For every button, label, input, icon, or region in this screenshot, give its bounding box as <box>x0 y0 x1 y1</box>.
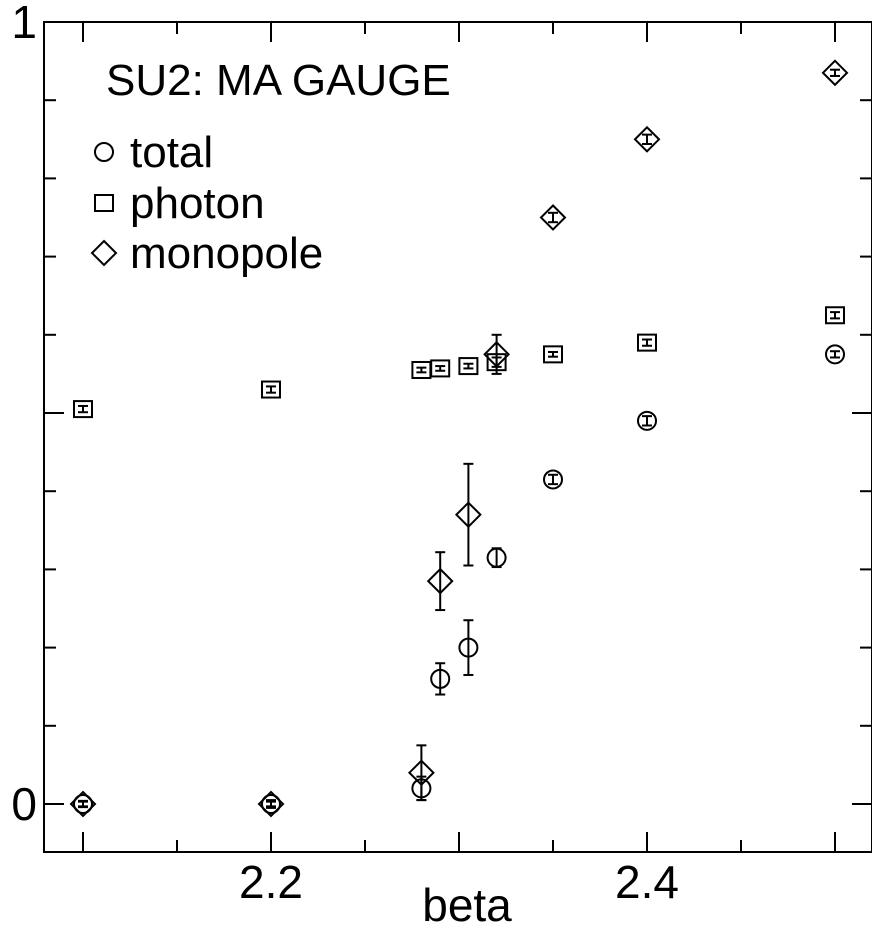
data-point-monopole <box>426 567 454 595</box>
data-point-monopole <box>257 790 285 818</box>
data-point-monopole <box>69 790 97 818</box>
y-tick-label: 0 <box>11 778 37 830</box>
data-point-monopole <box>407 759 435 787</box>
legend-item-total: total <box>94 128 213 177</box>
x-tick-label: 2.4 <box>615 856 679 908</box>
data-point-photon <box>637 333 657 352</box>
legend-label-photon: photon <box>130 179 265 228</box>
data-point-total <box>73 794 93 814</box>
data-point-monopole <box>454 501 482 529</box>
series-photon <box>73 306 845 419</box>
axis-ticks <box>44 22 872 852</box>
data-point-photon <box>73 400 93 419</box>
series-monopole <box>69 59 849 818</box>
data-point-photon <box>261 380 281 399</box>
legend-label-monopole: monopole <box>130 229 323 278</box>
x-axis-label: beta <box>422 879 512 931</box>
data-point-total <box>261 794 281 814</box>
legend-item-photon: photon <box>94 179 265 228</box>
data-point-monopole <box>539 204 567 231</box>
data-point-photon <box>825 306 845 325</box>
legend-item-monopole: monopole <box>90 229 323 278</box>
data-point-total <box>825 344 845 365</box>
tick-labels: 2.2 2.4 0 1 <box>11 0 679 908</box>
legend-marker-photon <box>94 194 114 212</box>
data-point-total <box>430 668 451 689</box>
data-point-monopole <box>821 59 849 87</box>
series-total <box>73 344 845 814</box>
data-series <box>69 59 849 818</box>
data-point-total <box>458 637 479 658</box>
chart-title: SU2: MA GAUGE <box>106 56 451 105</box>
legend-marker-monopole <box>90 239 118 267</box>
x-tick-label: 2.2 <box>239 856 303 908</box>
data-point-total <box>637 410 657 431</box>
legend-label-total: total <box>130 128 213 177</box>
data-point-total <box>486 547 507 568</box>
data-point-photon <box>458 357 479 376</box>
data-point-monopole <box>633 125 661 153</box>
data-point-total <box>543 469 563 490</box>
legend-marker-total <box>94 142 114 162</box>
data-point-photon <box>543 345 563 364</box>
data-point-photon <box>430 359 451 378</box>
data-point-monopole <box>483 340 511 368</box>
y-tick-label: 1 <box>11 0 37 48</box>
